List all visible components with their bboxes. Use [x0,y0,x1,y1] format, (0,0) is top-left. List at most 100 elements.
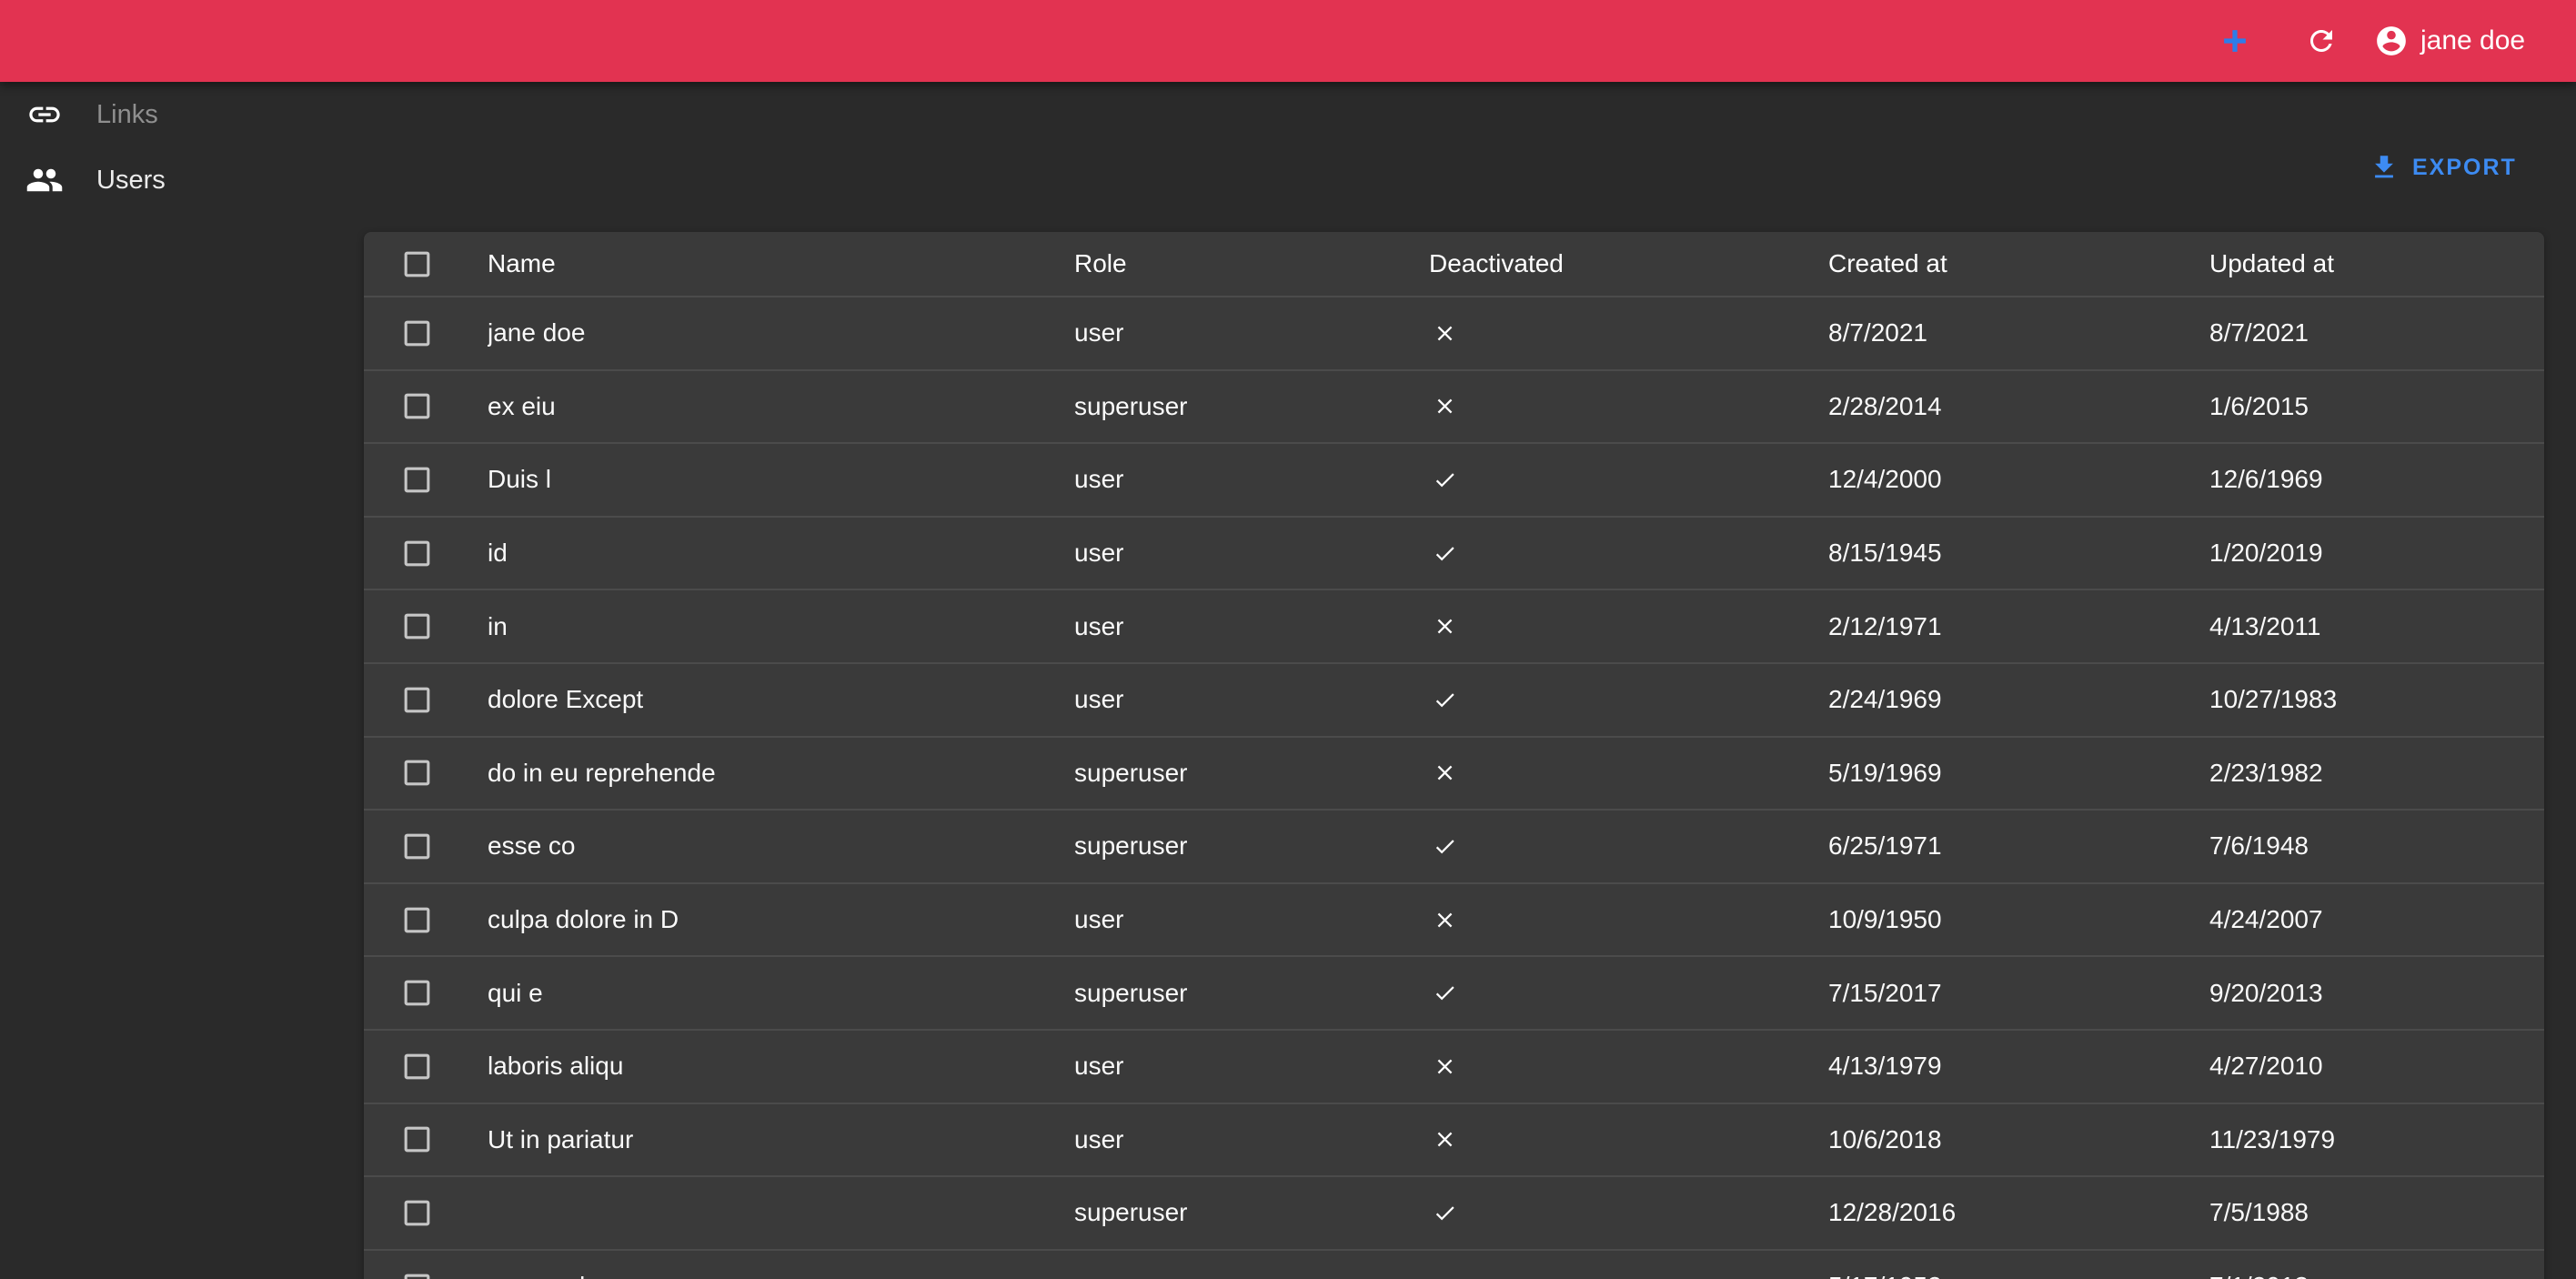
cell-name: Ut in pariatur [488,1124,634,1153]
cell-updated-at: 1/20/2019 [2209,539,2323,568]
close-icon [1437,326,1453,341]
column-header-updated-at[interactable]: Updated at [2209,249,2334,277]
cell-updated-at: 8/7/2021 [2209,318,2309,347]
table-row[interactable]: esse co superuser 6/25/1971 7/6/1948 [364,811,2544,884]
cell-role: superuser [1074,978,1188,1007]
table-row[interactable]: qui e superuser 7/15/2017 9/20/2013 [364,957,2544,1031]
column-header-role[interactable]: Role [1074,249,1127,277]
table-row[interactable]: commodosuperuser 5/17/19527/1/2013 [364,1251,2544,1279]
cell-deactivated [1429,760,1828,785]
cell-created-at: 10/6/2018 [1828,1124,1942,1153]
row-checkbox[interactable] [364,1050,488,1083]
cell-updated-at: 11/23/1979 [2209,1124,2336,1153]
export-button[interactable]: EXPORT [2360,144,2526,191]
cell-updated-at: 2/23/1982 [2209,758,2323,787]
table-row[interactable]: jane doe user 8/7/2021 8/7/2021 [364,297,2544,371]
sidebar-item-label: Links [96,99,158,129]
sidebar-item-label: Users [96,165,166,195]
check-icon [1435,840,1454,854]
cell-updated-at: 10/27/1983 [2209,685,2338,714]
table-row[interactable]: superuser 12/28/2016 7/5/1988 [364,1177,2544,1251]
cell-name: Duis l [488,465,552,494]
table-row[interactable]: dolore Except user 2/24/1969 10/27/1983 [364,664,2544,738]
cell-name: id [488,539,508,568]
cell-updated-at: 7/1/2013 [2209,1272,2544,1279]
cell-created-at: 5/17/1952 [1828,1272,2209,1279]
cell-role: superuser [1074,1198,1188,1227]
cell-deactivated [1429,614,1828,639]
column-header-name[interactable]: Name [488,249,556,277]
hamburger-menu-button[interactable] [42,30,75,54]
checkbox-blank-icon [404,613,430,640]
checkbox-blank-icon [404,251,430,277]
row-checkbox[interactable] [364,389,488,423]
app-bar: jane doe [0,0,2576,82]
row-checkbox[interactable] [364,537,488,570]
table-row[interactable]: in user 2/12/1971 4/13/2011 [364,590,2544,664]
row-checkbox[interactable] [364,1196,488,1230]
table-row[interactable]: laboris aliqu user 4/13/1979 4/27/2010 [364,1031,2544,1104]
table-row[interactable]: Duis l user 12/4/2000 12/6/1969 [364,444,2544,518]
table-row[interactable]: id user 8/15/1945 1/20/2019 [364,518,2544,591]
table-row[interactable]: do in eu reprehende superuser 5/19/1969 2/2… [364,738,2544,811]
cell-name: in [488,611,508,640]
row-checkbox[interactable] [364,1270,488,1279]
cell-role: user [1074,905,1124,934]
account-circle-icon [2377,26,2406,55]
cell-updated-at: 4/13/2011 [2209,611,2321,640]
checkbox-blank-icon [404,540,430,566]
column-header-created-at[interactable]: Created at [1828,249,1947,277]
select-all-checkbox[interactable] [364,247,488,281]
check-icon [1435,546,1454,560]
cell-deactivated [1429,394,1828,418]
user-menu-button[interactable] [2374,24,2409,58]
cell-created-at: 4/13/1979 [1828,1052,1942,1081]
cell-name: dolore Except [488,685,644,714]
table-row[interactable]: culpa dolore in D user 10/9/1950 4/24/2007 [364,884,2544,958]
table-row[interactable]: Ut in pariatur user 10/6/2018 11/23/1979 [364,1104,2544,1178]
cell-deactivated [1429,321,1828,346]
row-checkbox[interactable] [364,317,488,350]
sidebar: Links Users [0,82,357,213]
refresh-button[interactable] [2305,25,2338,57]
check-icon [1435,473,1454,488]
close-icon [1437,912,1453,927]
cell-name: commodo [488,1272,1074,1279]
checkbox-blank-icon [404,467,430,493]
close-icon [1437,399,1453,414]
row-checkbox[interactable] [364,830,488,863]
checkbox-blank-icon [404,1274,430,1279]
row-checkbox[interactable] [364,609,488,643]
cell-deactivated [1429,1054,1828,1079]
row-checkbox[interactable] [364,756,488,790]
download-icon [2375,156,2393,178]
row-checkbox[interactable] [364,1123,488,1156]
checkbox-blank-icon [404,394,430,419]
checkbox-blank-icon [404,1126,430,1153]
cell-created-at: 7/15/2017 [1828,978,1942,1007]
row-checkbox[interactable] [364,903,488,937]
checkbox-blank-icon [404,687,430,713]
cell-role: superuser [1074,1272,1429,1279]
sidebar-item-links[interactable]: Links [0,82,357,147]
cell-updated-at: 4/24/2007 [2209,905,2323,934]
cell-name: culpa dolore in D [488,905,679,934]
link-icon [25,96,64,133]
cell-updated-at: 7/6/1948 [2209,831,2309,861]
cell-deactivated [1429,541,1828,566]
cell-name: esse co [488,831,576,861]
cell-name: qui e [488,978,543,1007]
cell-updated-at: 4/27/2010 [2209,1052,2323,1081]
sidebar-item-users[interactable]: Users [0,147,357,213]
cell-role: superuser [1074,758,1188,787]
row-checkbox[interactable] [364,463,488,497]
row-checkbox[interactable] [364,976,488,1010]
row-checkbox[interactable] [364,683,488,717]
create-button[interactable] [2221,27,2249,55]
cell-deactivated [1429,834,1828,859]
table-row[interactable]: ex eiu superuser 2/28/2014 1/6/2015 [364,371,2544,445]
cell-created-at: 2/24/1969 [1828,685,1942,714]
cell-updated-at: 1/6/2015 [2209,391,2309,420]
cell-role: user [1074,1124,1124,1153]
column-header-deactivated[interactable]: Deactivated [1429,249,1564,277]
